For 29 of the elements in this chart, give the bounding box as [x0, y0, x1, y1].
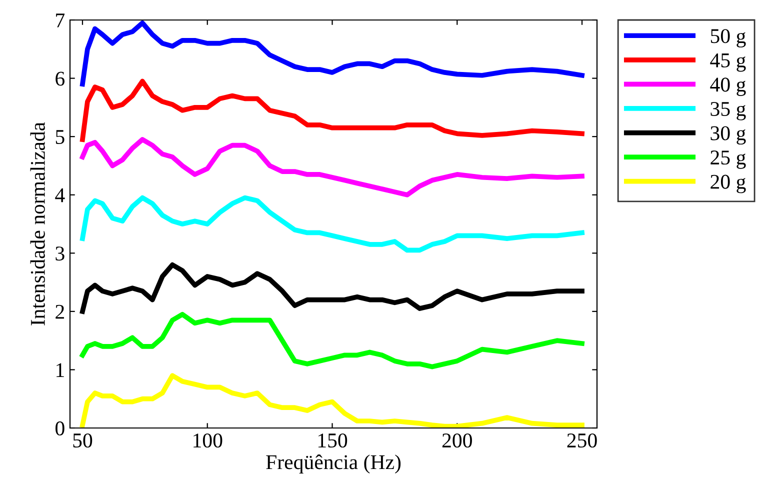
legend-label: 40 g: [710, 78, 746, 96]
y-tick-label: 2: [56, 304, 64, 319]
x-axis-title: Freqüência (Hz): [266, 454, 401, 474]
line-series: [80, 137, 584, 198]
x-tick-label: 100: [194, 433, 222, 448]
legend-label: 50 g: [710, 29, 746, 48]
y-axis-title: Intensidade normalizada: [30, 122, 45, 326]
y-tick-label: 4: [55, 188, 65, 202]
legend-label: 25 g: [710, 150, 746, 169]
line-series: [80, 373, 584, 428]
x-tick-label: 150: [318, 433, 348, 448]
legend-label: 20 g: [710, 174, 746, 194]
x-tick-label: 250: [567, 433, 597, 448]
x-tick-label: 200: [442, 433, 472, 448]
line-series: [80, 20, 584, 87]
legend-label: 35 g: [710, 102, 746, 120]
y-tick-label: 5: [56, 130, 64, 144]
legend-label: 45 g: [710, 53, 746, 72]
line-series: [80, 78, 584, 142]
line-series: [80, 195, 584, 253]
y-tick-label: 6: [56, 72, 65, 86]
y-tick-label: 1: [56, 363, 64, 377]
y-tick-label: 3: [56, 246, 64, 261]
y-tick-label: 7: [56, 14, 65, 28]
legend-label: 30 g: [710, 126, 746, 145]
x-tick-label: 50: [73, 433, 92, 448]
line-series: [80, 262, 584, 314]
y-tick-label: 0: [56, 421, 64, 436]
line-series: [80, 312, 584, 370]
